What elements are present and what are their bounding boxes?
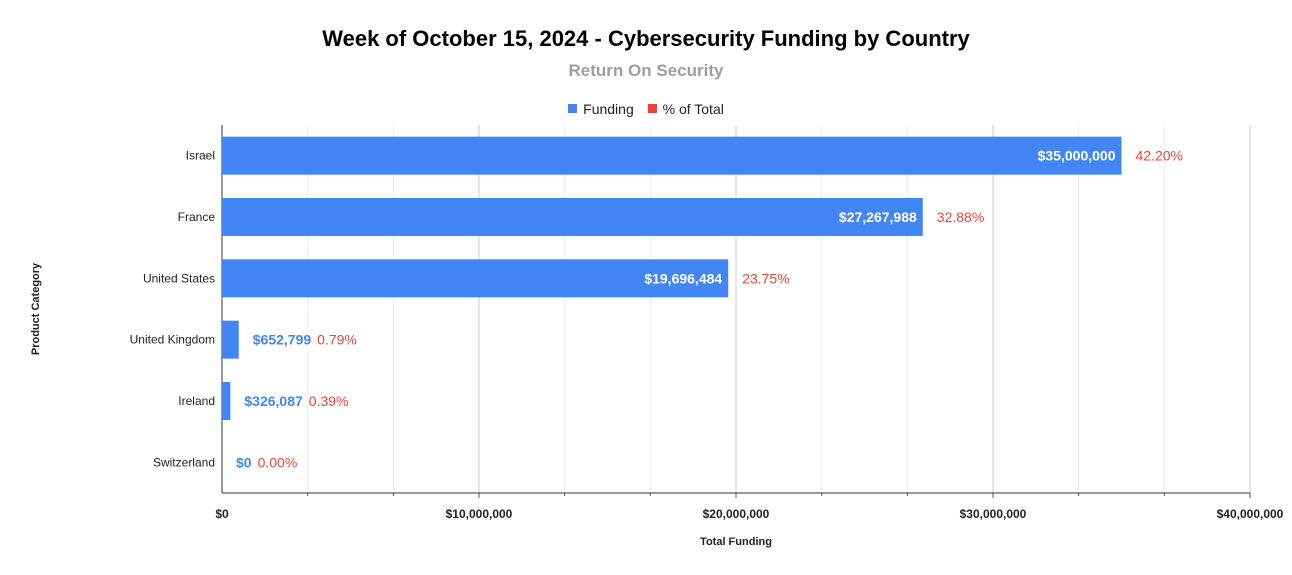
category-label: United States: [143, 271, 215, 285]
data-label-percent: 42.20%: [1136, 148, 1183, 164]
legend-swatch-funding: [568, 104, 578, 113]
data-label-funding: $35,000,000: [1038, 148, 1116, 164]
data-label-funding: $652,799: [253, 332, 312, 348]
x-tick-label: $30,000,000: [960, 507, 1027, 521]
chart-title: Week of October 15, 2024 - Cybersecurity…: [322, 26, 970, 51]
data-label-funding: $326,087: [244, 393, 303, 409]
data-label-percent: 0.00%: [258, 454, 298, 470]
legend-item-percent[interactable]: % of Total: [647, 100, 724, 117]
category-label: Switzerland: [153, 455, 215, 469]
bar-funding: [222, 382, 231, 420]
data-label-percent: 32.88%: [937, 209, 984, 225]
legend: Funding % of Total: [0, 100, 1292, 117]
data-label-percent: 23.75%: [742, 270, 789, 286]
x-tick-label: $20,000,000: [703, 507, 770, 521]
x-tick-label: $40,000,000: [1217, 507, 1284, 521]
data-label-percent: 0.39%: [309, 393, 349, 409]
x-axis-title: Total Funding: [700, 536, 772, 548]
bar-funding: [222, 320, 239, 359]
category-label: France: [178, 210, 216, 224]
legend-label-percent: % of Total: [662, 100, 724, 117]
bar-funding: [222, 259, 729, 298]
category-label: United Kingdom: [130, 333, 215, 347]
data-label-percent: 0.79%: [317, 332, 357, 348]
legend-label-funding: Funding: [583, 100, 634, 117]
bar-funding: [222, 198, 923, 236]
legend-swatch-percent: [647, 104, 657, 113]
category-label: Ireland: [178, 394, 215, 408]
data-label-funding: $19,696,484: [644, 270, 722, 286]
x-tick-label: $0: [215, 507, 229, 521]
data-label-funding: $27,267,988: [839, 209, 917, 225]
category-label: Israel: [186, 149, 215, 163]
data-label-funding: $0: [236, 454, 252, 470]
bar-funding: [222, 136, 1122, 175]
x-tick-label: $10,000,000: [446, 507, 513, 521]
chart-subtitle: Return On Security: [568, 61, 724, 80]
legend-item-funding[interactable]: Funding: [568, 101, 634, 117]
y-axis-title: Product Category: [30, 262, 42, 355]
